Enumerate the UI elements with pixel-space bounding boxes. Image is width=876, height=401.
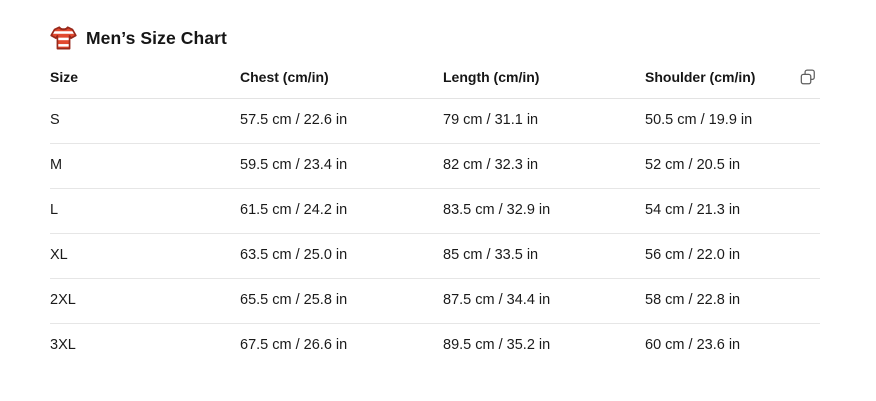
cell-size: S xyxy=(50,98,240,144)
cell-size: L xyxy=(50,188,240,234)
cell-shoulder: 58 cm / 22.8 in xyxy=(645,278,790,324)
cell-chest: 67.5 cm / 26.6 in xyxy=(240,337,348,353)
table-body: S 57.5 cm / 22.6 in 79 cm / 31.1 in 50.5 cm… xyxy=(50,98,820,369)
table-header-row: Size Chest (cm/in) Length (cm/in) Should… xyxy=(50,54,820,99)
cell-chest: 57.5 cm / 22.6 in xyxy=(240,98,443,144)
cell-chest: 65.5 cm / 25.8 in xyxy=(240,278,443,324)
column-header-length: Length (cm/in) xyxy=(443,54,645,99)
cell-chest: 63.5 cm / 25.0 in xyxy=(240,233,443,279)
cell-spacer xyxy=(790,98,820,144)
column-header-shoulder: Shoulder (cm/in) xyxy=(645,54,790,99)
cell-spacer xyxy=(790,188,820,234)
cell-size: XL xyxy=(50,233,240,279)
cell-spacer xyxy=(790,233,820,279)
cell-spacer xyxy=(790,278,820,324)
cell-length: 79 cm / 31.1 in xyxy=(443,98,645,144)
copy-cell xyxy=(790,54,820,99)
cell-length: 85 cm / 33.5 in xyxy=(443,233,645,279)
cell-length: 87.5 cm / 34.4 in xyxy=(443,278,645,324)
cell-size: 2XL xyxy=(50,278,240,324)
size-chart-panel: Men’s Size Chart Size Chest (cm/in) Leng… xyxy=(50,23,820,368)
table-row: 3XL 67.5 cm / 26.6 in 89.5 cm / 35.2 in 60 … xyxy=(50,324,820,369)
cell-shoulder: 56 cm / 22.0 in xyxy=(645,233,790,279)
table-row: M 59.5 cm / 23.4 in 82 cm / 32.3 in 52 cm /… xyxy=(50,143,820,189)
size-chart-table: Size Chest (cm/in) Length (cm/in) Should… xyxy=(50,54,820,368)
cell-shoulder: 52 cm / 20.5 in xyxy=(645,143,790,189)
table-row: S 57.5 cm / 22.6 in 79 cm / 31.1 in 50.5 cm… xyxy=(50,98,820,144)
cell-shoulder: 54 cm / 21.3 in xyxy=(645,188,790,234)
page-title: Men’s Size Chart xyxy=(86,27,227,48)
cell-length: 89.5 cm / 35.2 in xyxy=(443,337,551,353)
cell-chest: 59.5 cm / 23.4 in xyxy=(240,143,443,189)
cell-spacer xyxy=(790,324,820,369)
cell-chest: 61.5 cm / 24.2 in xyxy=(240,188,443,234)
column-header-size: Size xyxy=(50,54,240,99)
tshirt-icon xyxy=(50,26,77,50)
column-header-chest: Chest (cm/in) xyxy=(240,54,443,99)
table-row: XL 63.5 cm / 25.0 in 85 cm / 33.5 in 56 cm … xyxy=(50,233,820,279)
cell-shoulder: 60 cm / 23.6 in xyxy=(645,337,741,353)
cell-size: M xyxy=(50,143,240,189)
copy-icon xyxy=(800,69,815,85)
table-row: L 61.5 cm / 24.2 in 83.5 cm / 32.9 in 54 cm… xyxy=(50,188,820,234)
cell-size: 3XL xyxy=(50,337,76,353)
cell-length: 83.5 cm / 32.9 in xyxy=(443,188,645,234)
cell-length: 82 cm / 32.3 in xyxy=(443,143,645,189)
table-row: 2XL 65.5 cm / 25.8 in 87.5 cm / 34.4 in 58 … xyxy=(50,278,820,324)
cell-shoulder: 50.5 cm / 19.9 in xyxy=(645,98,790,144)
copy-button[interactable] xyxy=(796,65,820,89)
title-row: Men’s Size Chart xyxy=(50,23,820,53)
cell-spacer xyxy=(790,143,820,189)
